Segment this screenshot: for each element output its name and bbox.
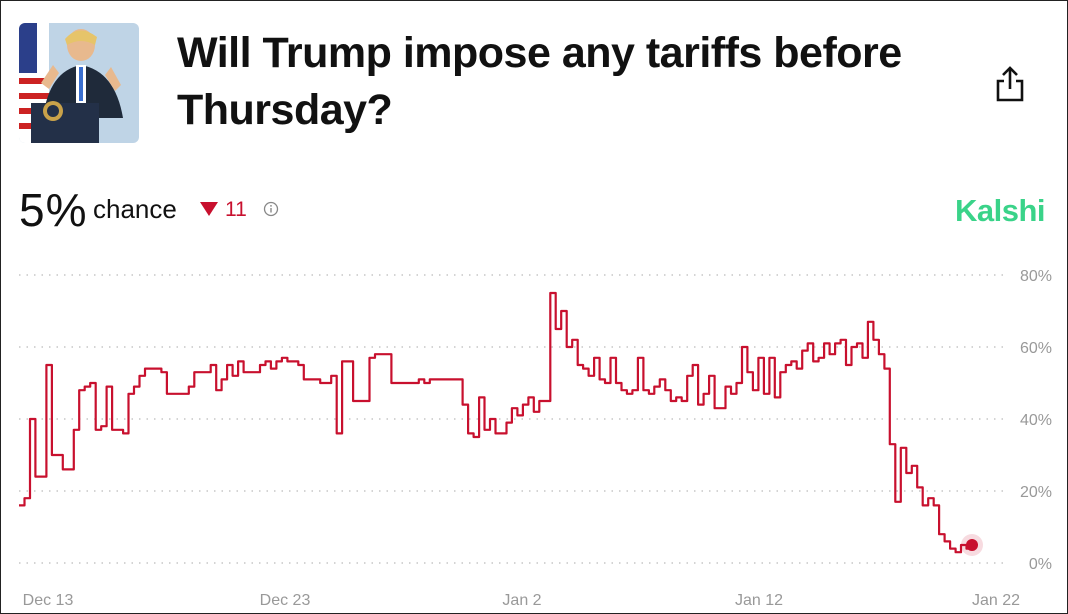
price-series-line	[19, 291, 974, 554]
chance-value: 5%	[19, 184, 88, 236]
info-icon[interactable]	[263, 201, 279, 222]
y-tick-label: 60%	[1020, 340, 1052, 357]
source-brand[interactable]: Kalshi	[955, 193, 1046, 228]
x-tick-label: Jan 22	[972, 592, 1020, 609]
x-tick-label: Jan 2	[502, 592, 541, 609]
share-icon[interactable]	[993, 65, 1027, 103]
x-tick-label: Dec 23	[260, 592, 311, 609]
y-tick-label: 80%	[1020, 268, 1052, 285]
y-tick-label: 0%	[1029, 556, 1052, 573]
chance-label: chance	[93, 194, 177, 224]
chance-delta: 11	[225, 198, 247, 221]
current-point	[966, 539, 978, 551]
market-image	[19, 23, 139, 143]
x-tick-label: Jan 12	[735, 592, 783, 609]
price-history-chart: 0% 20% 40% 60% 80% Dec 13 Dec 23 Jan 2 Jan 12 Ja…	[19, 268, 1052, 609]
y-tick-label: 20%	[1020, 484, 1052, 501]
down-arrow-icon	[199, 201, 219, 222]
y-tick-label: 40%	[1020, 412, 1052, 429]
market-title: Will Trump impose any tariffs before Thu…	[177, 29, 902, 134]
x-tick-label: Dec 13	[23, 592, 74, 609]
